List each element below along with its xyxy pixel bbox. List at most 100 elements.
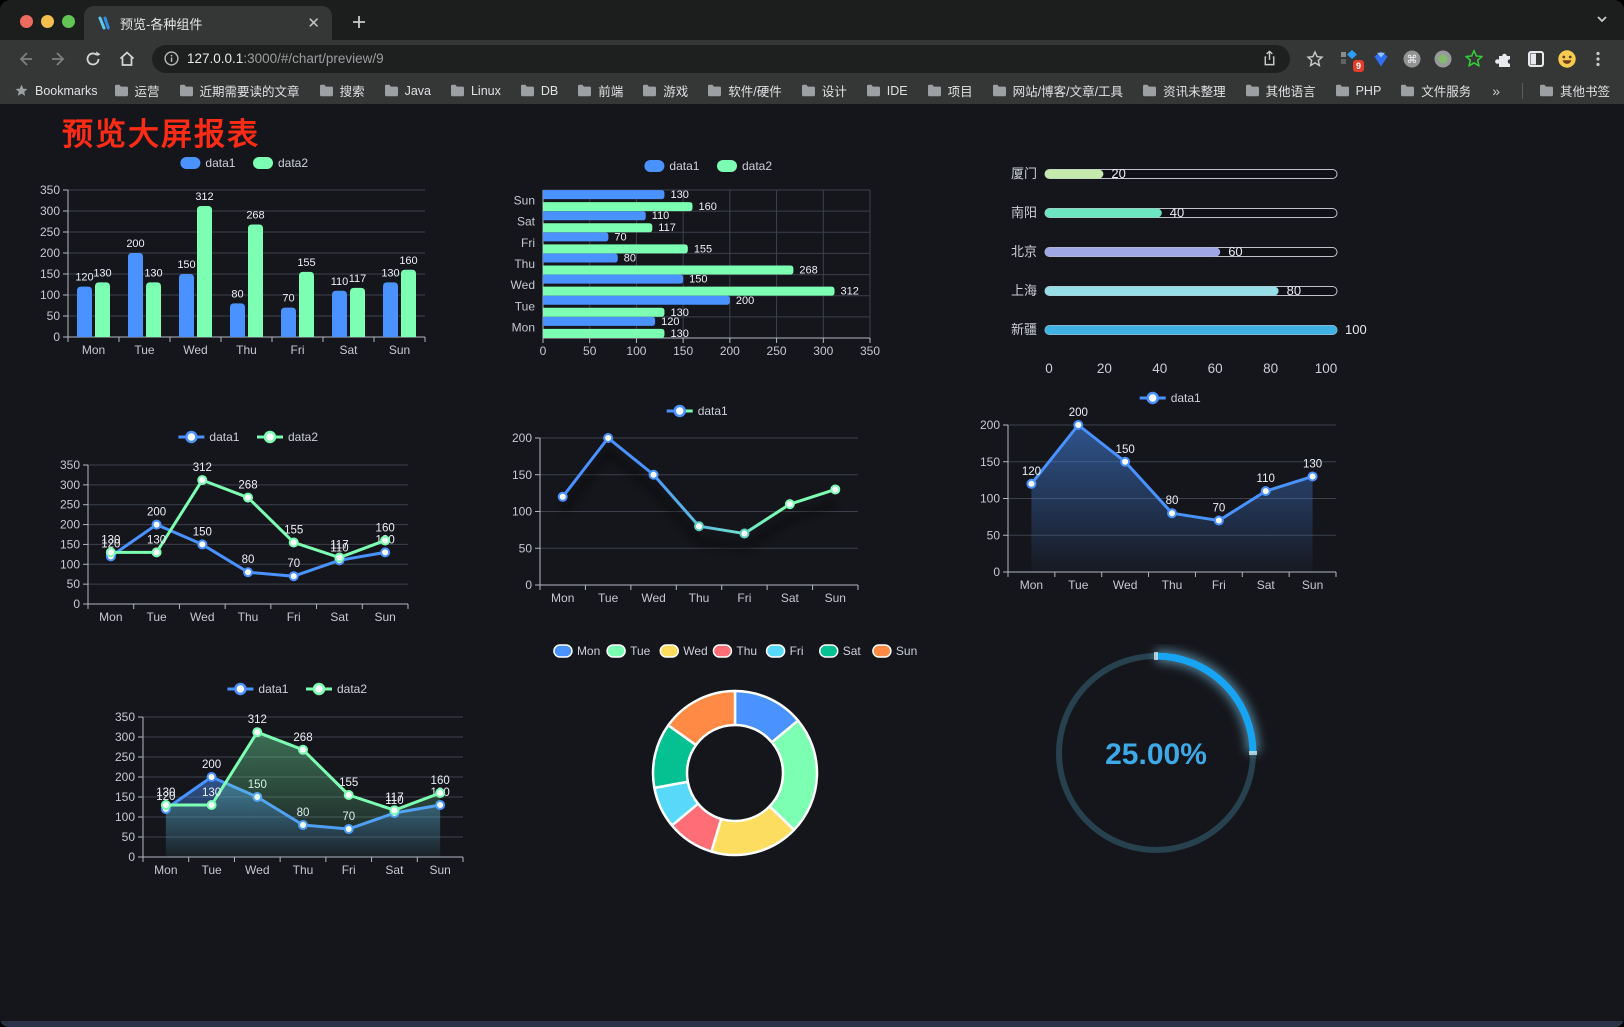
chart-line-area-two[interactable]: 0 50 100 150 200 250 300 350 Mon Tue Wed Thu Fri Sat S… [95,676,475,891]
svg-text:50: 50 [987,528,1001,542]
record-circle-icon[interactable] [1433,49,1453,69]
bookmark-item[interactable]: DB [520,84,558,98]
bookmarks-manager[interactable]: Bookmarks [14,83,98,98]
svg-text:Thu: Thu [238,610,259,624]
bookmark-item[interactable]: PHP [1335,83,1382,98]
emoji-icon[interactable] [1557,49,1577,69]
bookmark-item[interactable]: 软件/硬件 [707,81,782,100]
bookmark-item[interactable]: 运营 [114,81,160,100]
svg-text:150: 150 [980,455,1000,469]
new-tab-button[interactable] [346,9,372,35]
puzzle-icon[interactable] [1495,49,1515,69]
green-star-icon[interactable] [1464,49,1484,69]
svg-text:110: 110 [331,276,349,288]
bookmark-item[interactable]: 资讯未整理 [1142,81,1226,100]
svg-text:268: 268 [799,265,817,277]
svg-text:Wed: Wed [245,863,269,877]
svg-text:50: 50 [583,344,597,358]
contrast-icon[interactable] [1526,49,1546,69]
svg-text:60: 60 [1208,361,1223,376]
back-button[interactable] [10,44,40,74]
home-button[interactable] [112,44,142,74]
reload-button[interactable] [78,44,108,74]
minimize-window-button[interactable] [41,15,54,28]
svg-text:268: 268 [238,480,257,492]
svg-text:130: 130 [147,534,166,546]
bookmark-item-label: PHP [1355,83,1382,98]
bookmarks-label: Bookmarks [35,83,98,98]
svg-text:Thu: Thu [689,591,710,605]
bookmark-item[interactable]: 文件服务器 [1400,81,1470,100]
svg-text:250: 250 [60,498,80,512]
forward-button[interactable] [44,44,74,74]
svg-text:150: 150 [60,537,80,551]
browser-tab[interactable]: 预览-各种组件 ✕ [84,6,332,40]
tab-close-icon[interactable]: ✕ [307,14,320,32]
svg-text:0: 0 [540,344,547,358]
svg-text:20: 20 [1097,361,1112,376]
svg-text:50: 50 [47,309,61,323]
svg-text:130: 130 [381,267,399,279]
url-bar[interactable]: 127.0.0.1:3000/#/chart/preview/9 [152,44,1290,73]
site-info-icon[interactable] [164,51,179,66]
folder-icon [319,84,333,97]
chart-gauge[interactable]: 25.00% [1046,644,1276,874]
browser-toolbar: 127.0.0.1:3000/#/chart/preview/9 9 [0,40,1624,77]
command-circle-icon[interactable]: ⌘ [1402,49,1422,69]
svg-text:Fri: Fri [521,236,535,250]
svg-text:130: 130 [670,328,688,340]
close-window-button[interactable] [20,15,33,28]
folder-icon [1245,84,1259,97]
bookmark-item[interactable]: 网站/博客/文章/工具 [992,81,1123,100]
menu-icon[interactable] [1588,49,1608,69]
maximize-window-button[interactable] [62,15,75,28]
share-icon[interactable] [1261,50,1278,67]
bookmark-item-label: 项目 [947,85,973,99]
svg-text:Fri: Fri [287,610,301,624]
svg-text:Mon: Mon [154,863,177,877]
chart-line-area[interactable]: 0 50 100 150 200 Mon Tue Wed Thu Fri Sat Sun 120 200 1… [980,388,1345,598]
bookmark-folder-list: 运营 近期需要读的文章 搜索 Java Linux DB 前端 游戏 软件/硬件 设计 IDE 项目 网… [114,81,1470,100]
svg-text:110: 110 [385,795,403,807]
chart-line-two-series[interactable]: 0 50 100 150 200 250 300 350 Mon Tue Wed Thu Fri Sat S… [40,424,420,639]
svg-text:Sun: Sun [514,194,535,208]
bookmark-item[interactable]: Linux [450,84,501,98]
svg-text:Mon: Mon [577,644,600,658]
bookmark-item[interactable]: 近期需要读的文章 [179,81,300,100]
bookmark-item[interactable]: 前端 [577,81,623,100]
svg-text:50: 50 [67,577,81,591]
svg-text:0: 0 [73,597,80,611]
bookmark-item[interactable]: 搜索 [319,81,365,100]
svg-text:200: 200 [126,238,144,250]
bookmark-item[interactable]: 项目 [927,81,973,100]
chart-donut[interactable]: Mon Tue Wed Thu Fri Sat Sun [550,640,930,902]
bookmark-item[interactable]: Java [384,84,431,98]
svg-text:Wed: Wed [183,343,207,357]
svg-text:250: 250 [40,225,60,239]
svg-text:Tue: Tue [134,343,155,357]
bookmark-item[interactable]: 其他语言 [1245,81,1316,100]
svg-text:130: 130 [670,189,688,201]
bookmark-item[interactable]: 设计 [801,81,847,100]
chart-progress-bars[interactable]: 厦门 20 南阳 40 北京 60 上海 80 新疆 100 0 20 40 60 80 100 [990,154,1375,384]
svg-text:300: 300 [60,478,80,492]
bookmark-item[interactable]: 游戏 [642,81,688,100]
chart-line-gradient[interactable]: 0 50 100 150 200 Mon Tue Wed Thu Fri Sat Sun data1 [498,400,868,612]
svg-text:110: 110 [330,542,348,554]
svg-text:南阳: 南阳 [1011,205,1037,220]
svg-text:Wed: Wed [641,591,665,605]
extension-blocks-icon[interactable]: 9 [1340,49,1364,72]
svg-text:0: 0 [128,850,135,864]
svg-text:Thu: Thu [736,644,757,658]
bookmark-star-icon[interactable] [1300,44,1330,74]
svg-text:350: 350 [60,458,80,472]
bookmarks-overflow-chevron[interactable]: » [1492,82,1500,99]
other-bookmarks[interactable]: 其他书签 [1539,81,1610,100]
bookmark-item[interactable]: IDE [866,84,908,98]
svg-text:Sat: Sat [1257,578,1276,592]
tab-title: 预览-各种组件 [120,16,203,32]
chart-bar-grouped[interactable]: 0 50 100 150 200 250 300 350 Mon Tue Wed Thu Fri Sat S… [30,144,440,376]
gem-icon[interactable] [1371,49,1391,69]
tab-search-chevron-icon[interactable] [1594,11,1610,32]
